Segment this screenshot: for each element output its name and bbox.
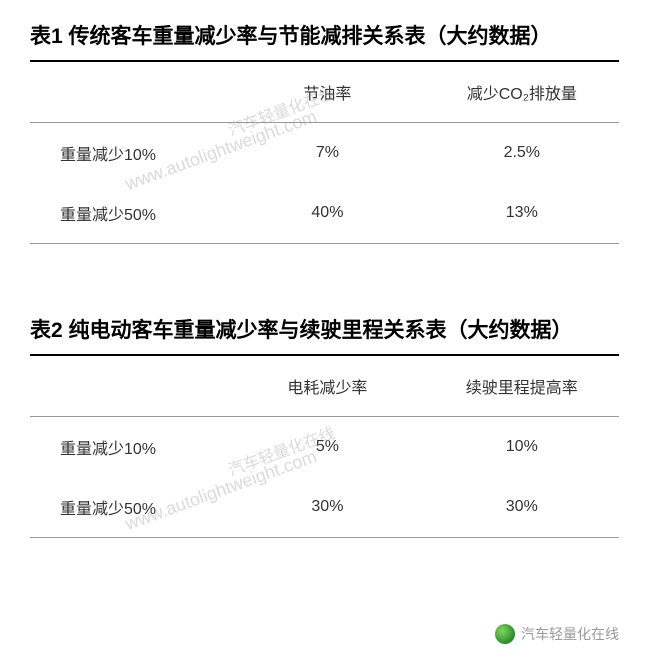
table1-row0-col1: 7% [230, 123, 424, 184]
table1-row1-col1: 40% [230, 183, 424, 244]
table-row: 重量减少50% 40% 13% [30, 183, 619, 244]
table2-row0-col1: 5% [230, 417, 424, 478]
table1-row0-col2: 2.5% [425, 123, 619, 184]
table-row: 重量减少50% 30% 30% [30, 477, 619, 538]
table1-title: 表1 传统客车重量减少率与节能减排关系表（大约数据） [30, 20, 619, 62]
table1-header-row: 节油率 减少CO₂排放量 [30, 62, 619, 123]
table2-header-col2: 续驶里程提高率 [425, 356, 619, 417]
table2-title: 表2 纯电动客车重量减少率与续驶里程关系表（大约数据） [30, 314, 619, 356]
table1-header-blank [30, 62, 230, 123]
table1-row0-label: 重量减少10% [30, 123, 230, 184]
table2-row1-col1: 30% [230, 477, 424, 538]
table2-row0-label: 重量减少10% [30, 417, 230, 478]
table1-section: 表1 传统客车重量减少率与节能减排关系表（大约数据） 节油率 减少CO₂排放量 … [30, 20, 619, 244]
table2-row0-col2: 10% [425, 417, 619, 478]
table-row: 重量减少10% 7% 2.5% [30, 123, 619, 184]
table2-header-blank [30, 356, 230, 417]
table1-row1-label: 重量减少50% [30, 183, 230, 244]
table1: 节油率 减少CO₂排放量 重量减少10% 7% 2.5% 重量减少50% 40%… [30, 62, 619, 244]
table2: 电耗减少率 续驶里程提高率 重量减少10% 5% 10% 重量减少50% 30%… [30, 356, 619, 538]
table2-header-row: 电耗减少率 续驶里程提高率 [30, 356, 619, 417]
wechat-icon [495, 624, 515, 644]
table2-row1-col2: 30% [425, 477, 619, 538]
table1-header-col2: 减少CO₂排放量 [425, 62, 619, 123]
table2-header-col1: 电耗减少率 [230, 356, 424, 417]
footer-attribution: 汽车轻量化在线 [495, 624, 619, 644]
table2-section: 表2 纯电动客车重量减少率与续驶里程关系表（大约数据） 电耗减少率 续驶里程提高… [30, 314, 619, 538]
footer-text: 汽车轻量化在线 [521, 624, 619, 644]
table-row: 重量减少10% 5% 10% [30, 417, 619, 478]
table2-row1-label: 重量减少50% [30, 477, 230, 538]
table1-header-col1: 节油率 [230, 62, 424, 123]
table1-row1-col2: 13% [425, 183, 619, 244]
